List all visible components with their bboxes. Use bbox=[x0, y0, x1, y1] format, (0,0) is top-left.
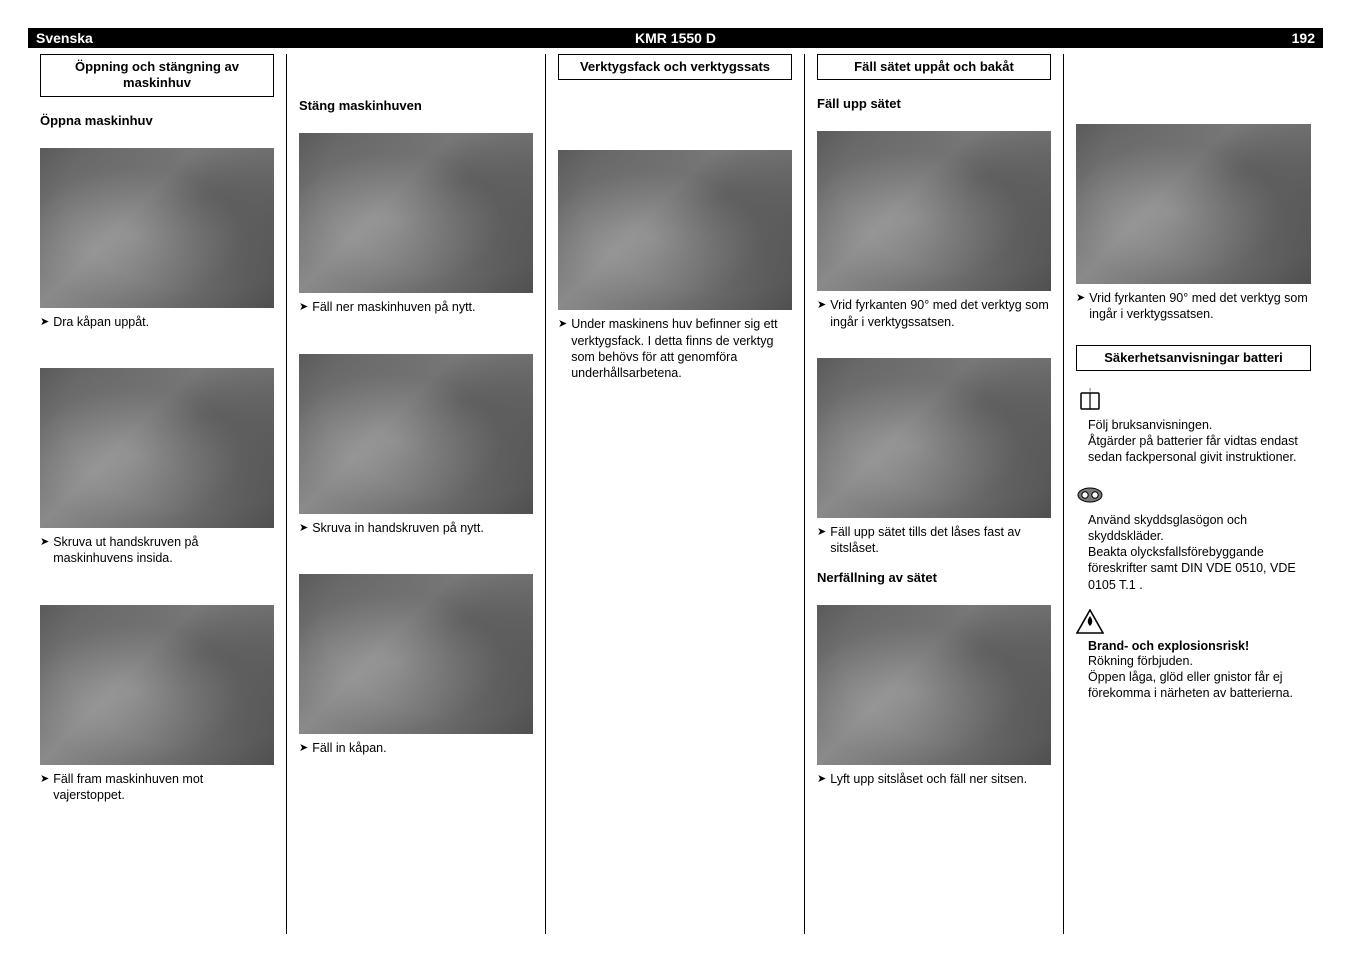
col5-img-1 bbox=[1076, 124, 1311, 284]
step-text: Lyft upp sitslåset och fäll ner sitsen. bbox=[830, 771, 1027, 787]
col2-step-3: ➤ Fäll in kåpan. bbox=[299, 740, 533, 757]
col1-step-2: ➤ Skruva ut handskruven på maskinhuvens … bbox=[40, 534, 274, 567]
col4-img-1 bbox=[817, 131, 1051, 291]
step-text: Under maskinens huv befinner sig ett ver… bbox=[571, 316, 792, 381]
col4-img-3 bbox=[817, 605, 1051, 765]
col5-step-1: ➤ Vrid fyrkanten 90° med det verktyg som… bbox=[1076, 290, 1311, 323]
col4-step-1: ➤ Vrid fyrkanten 90° med det verktyg som… bbox=[817, 297, 1051, 330]
col1-img-2 bbox=[40, 368, 274, 528]
col1-step-1: ➤ Dra kåpan uppåt. bbox=[40, 314, 274, 331]
step-text: Fäll in kåpan. bbox=[312, 740, 386, 756]
col4-subtitle-down: Nerfällning av sätet bbox=[817, 570, 1051, 585]
col1-step-3: ➤ Fäll fram maskinhuven mot vajerstoppet… bbox=[40, 771, 274, 804]
column-3: Verktygsfack och verktygssats ➤ Under ma… bbox=[546, 54, 805, 934]
col4-step-3: ➤ Lyft upp sitslåset och fäll ner sitsen… bbox=[817, 771, 1051, 788]
safety-manual-text: Följ bruksanvisningen. Åtgärder på batte… bbox=[1076, 417, 1311, 466]
step-text: Vrid fyrkanten 90° med det verktyg som i… bbox=[1089, 290, 1311, 323]
col1-img-3 bbox=[40, 605, 274, 765]
col5-safety-title: Säkerhetsanvisningar batteri bbox=[1076, 345, 1311, 371]
page-header: Svenska KMR 1550 D 192 bbox=[28, 28, 1323, 48]
svg-text:i: i bbox=[1089, 388, 1090, 394]
column-5: ➤ Vrid fyrkanten 90° med det verktyg som… bbox=[1064, 54, 1323, 934]
col1-img-1 bbox=[40, 148, 274, 308]
column-4: Fäll sätet uppåt och bakåt Fäll upp säte… bbox=[805, 54, 1064, 934]
column-1: Öppning och stängning av maskinhuv Öppna… bbox=[28, 54, 287, 934]
step-text: Dra kåpan uppåt. bbox=[53, 314, 149, 330]
header-page-number: 192 bbox=[889, 30, 1315, 46]
col2-img-1 bbox=[299, 133, 533, 293]
col4-subtitle-up: Fäll upp sätet bbox=[817, 96, 1051, 111]
col1-section-title: Öppning och stängning av maskinhuv bbox=[40, 54, 274, 97]
goggles-icon bbox=[1076, 482, 1104, 508]
safety-item-goggles bbox=[1076, 482, 1311, 508]
step-text: Skruva ut handskruven på maskinhuvens in… bbox=[53, 534, 274, 567]
col2-img-3 bbox=[299, 574, 533, 734]
chevron-right-icon: ➤ bbox=[40, 314, 49, 331]
chevron-right-icon: ➤ bbox=[299, 299, 308, 316]
col4-step-2: ➤ Fäll upp sätet tills det låses fast av… bbox=[817, 524, 1051, 557]
step-text: Skruva in handskruven på nytt. bbox=[312, 520, 484, 536]
chevron-right-icon: ➤ bbox=[299, 740, 308, 757]
col3-img-1 bbox=[558, 150, 792, 310]
chevron-right-icon: ➤ bbox=[817, 771, 826, 788]
step-text: Fäll upp sätet tills det låses fast av s… bbox=[830, 524, 1051, 557]
col2-subtitle-close: Stäng maskinhuven bbox=[299, 98, 533, 113]
col3-step-1: ➤ Under maskinens huv befinner sig ett v… bbox=[558, 316, 792, 381]
safety-item-fire bbox=[1076, 609, 1311, 635]
chevron-right-icon: ➤ bbox=[817, 297, 826, 314]
safety-fire-text: Rökning förbjuden. Öppen låga, glöd elle… bbox=[1076, 653, 1311, 702]
safety-goggles-text: Använd skyddsglasögon och skyddskläder. … bbox=[1076, 512, 1311, 593]
chevron-right-icon: ➤ bbox=[40, 771, 49, 788]
col3-section-title: Verktygsfack och verktygssats bbox=[558, 54, 792, 80]
step-text: Fäll ner maskinhuven på nytt. bbox=[312, 299, 475, 315]
safety-fire-heading: Brand- och explosionsrisk! bbox=[1076, 639, 1311, 653]
column-2: Stäng maskinhuven ➤ Fäll ner maskinhuven… bbox=[287, 54, 546, 934]
col4-section-title: Fäll sätet uppåt och bakåt bbox=[817, 54, 1051, 80]
chevron-right-icon: ➤ bbox=[817, 524, 826, 541]
chevron-right-icon: ➤ bbox=[299, 520, 308, 537]
step-text: Fäll fram maskinhuven mot vajerstoppet. bbox=[53, 771, 274, 804]
header-language: Svenska bbox=[36, 30, 462, 46]
col2-img-2 bbox=[299, 354, 533, 514]
fire-warning-icon bbox=[1076, 609, 1104, 635]
col4-img-2 bbox=[817, 358, 1051, 518]
col1-subtitle-open: Öppna maskinhuv bbox=[40, 113, 274, 128]
col2-step-2: ➤ Skruva in handskruven på nytt. bbox=[299, 520, 533, 537]
step-text: Vrid fyrkanten 90° med det verktyg som i… bbox=[830, 297, 1051, 330]
header-model: KMR 1550 D bbox=[462, 30, 888, 46]
safety-item-manual: i bbox=[1076, 387, 1311, 413]
col2-step-1: ➤ Fäll ner maskinhuven på nytt. bbox=[299, 299, 533, 316]
chevron-right-icon: ➤ bbox=[40, 534, 49, 551]
chevron-right-icon: ➤ bbox=[558, 316, 567, 333]
manual-icon: i bbox=[1076, 387, 1104, 413]
content-grid: Öppning och stängning av maskinhuv Öppna… bbox=[28, 54, 1323, 934]
chevron-right-icon: ➤ bbox=[1076, 290, 1085, 307]
